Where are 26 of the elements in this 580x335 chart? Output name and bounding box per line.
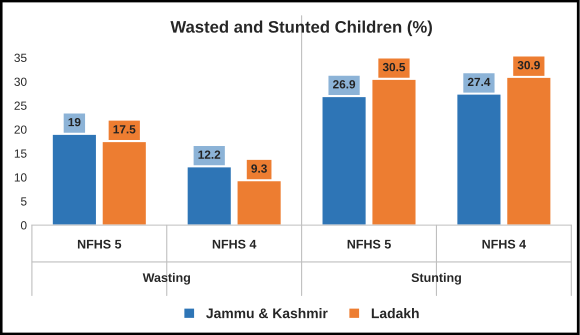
text: Wasting [142,272,190,285]
data-label: 19 [68,118,81,126]
y-tick-label: 15 [14,149,27,158]
data-label: 30.9 [518,60,540,70]
text: Stunting [411,272,461,285]
data-label: 26.9 [333,80,356,88]
data-label: 30.5 [382,62,406,72]
bar [51,133,98,226]
data-label: 9.3 [251,164,267,173]
y-tick-label: 5 [20,197,27,206]
y-tick-label: 20 [14,125,27,134]
x-tick-label: NFHS 5 [348,240,391,249]
x-tick-label: NFHS 4 [482,240,526,249]
data-label: 27.4 [468,78,490,86]
data-label: 12.2 [198,150,220,159]
data-label: 17.5 [114,125,136,134]
y-tick-label: 0 [20,221,27,230]
y-tick-label: 10 [14,173,27,182]
legend-label: Ladakh [372,308,419,318]
y-tick-label: 25 [14,102,27,110]
legend-label: Jammu & Kashmir [206,308,328,318]
chart-title: Wasted and Stunted Children (%) [170,20,432,36]
x-tick-label: NFHS 5 [78,240,122,249]
y-tick-label: 30 [14,78,27,86]
x-tick-label: NFHS 4 [212,240,256,249]
y-tick-label: 35 [14,54,27,62]
